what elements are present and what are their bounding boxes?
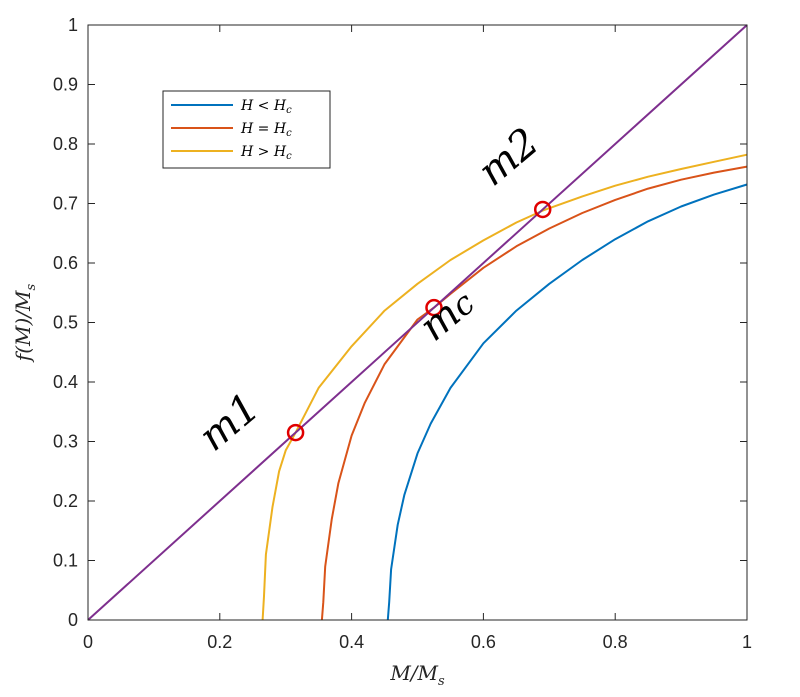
x-tick-label: 0 bbox=[83, 632, 93, 652]
y-tick-label: 0 bbox=[68, 610, 78, 630]
legend: H < Hc H = Hc H > Hc bbox=[162, 90, 331, 169]
y-axis-label: f(M)/Ms bbox=[11, 283, 39, 363]
y-tick-label: 0.8 bbox=[53, 134, 78, 154]
legend-box bbox=[162, 90, 331, 169]
x-axis-label: M/Ms bbox=[389, 661, 445, 689]
x-tick-label: 0.6 bbox=[471, 632, 496, 652]
legend-label-1: H = Hc bbox=[240, 121, 292, 139]
series-line-3 bbox=[87, 24, 748, 621]
y-tick-label: 0.4 bbox=[53, 372, 78, 392]
series-line-2 bbox=[261, 153, 748, 621]
intersection-marker-3 bbox=[533, 200, 552, 219]
x-tick-label: 0.4 bbox=[339, 632, 364, 652]
series-line-0 bbox=[386, 183, 748, 621]
intersection-marker-2 bbox=[425, 298, 443, 317]
y-tick-label: 0.9 bbox=[53, 75, 78, 95]
y-tick-label: 1 bbox=[68, 15, 78, 35]
intersection-marker-1 bbox=[286, 423, 305, 442]
y-tick-label: 0.6 bbox=[53, 253, 78, 273]
y-tick-label: 0.2 bbox=[53, 491, 78, 511]
series-layer bbox=[87, 24, 748, 621]
x-tick-label: 0.2 bbox=[207, 632, 232, 652]
x-tick-label: 0.8 bbox=[603, 632, 628, 652]
axes: 0 0.2 0.4 0.6 0.8 1 0 0.1 0.2 0.3 0.4 0.5 0.6 0.7 0.8 0… bbox=[11, 15, 752, 689]
y-tick-label: 0.1 bbox=[53, 551, 78, 571]
y-tick-label: 0.3 bbox=[53, 432, 78, 452]
legend-label-2: H > Hc bbox=[240, 144, 292, 162]
marker-layer bbox=[286, 200, 552, 442]
y-tick-label: 0.5 bbox=[53, 313, 78, 333]
legend-label-0: H < Hc bbox=[240, 98, 292, 116]
y-tick-label: 0.7 bbox=[53, 194, 78, 214]
x-tick-label: 1 bbox=[742, 632, 752, 652]
